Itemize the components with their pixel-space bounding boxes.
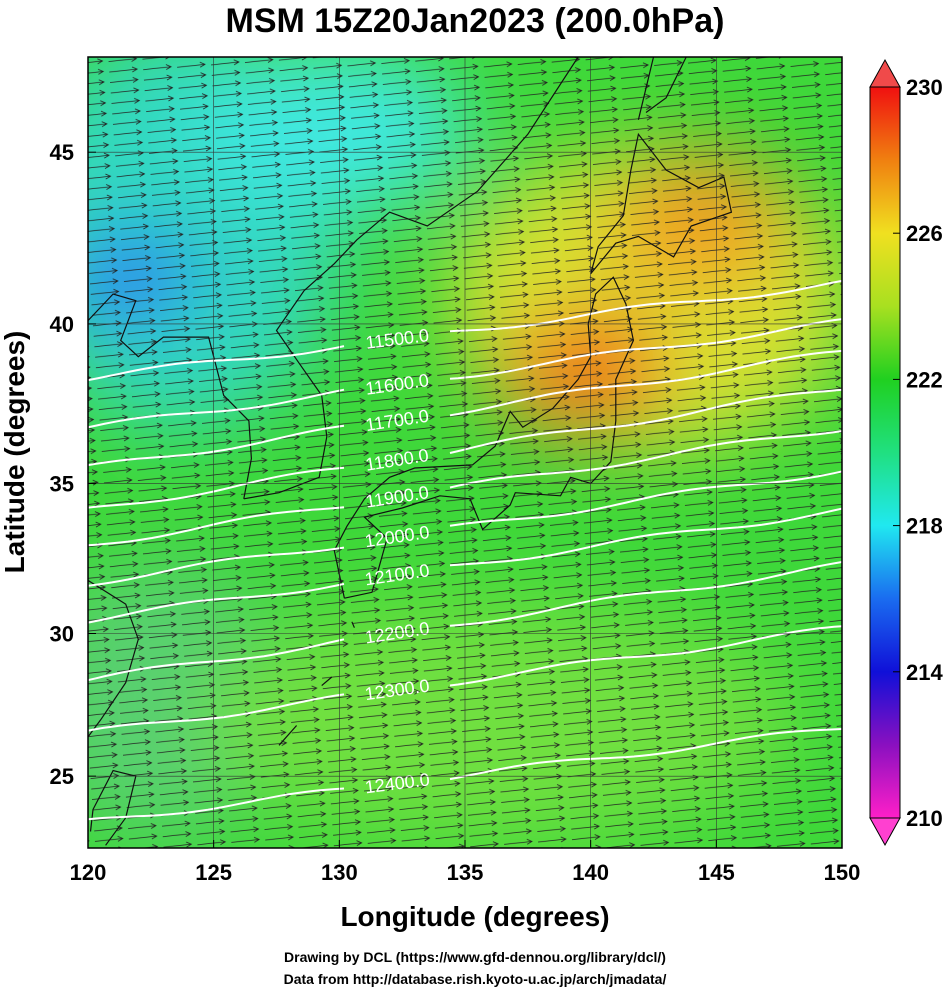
coastline bbox=[88, 579, 139, 738]
contour-line bbox=[88, 430, 842, 547]
colorbar-tick-label: 218 bbox=[906, 514, 943, 539]
coastline bbox=[351, 621, 355, 628]
colorbar-tick-label: 210 bbox=[906, 806, 943, 831]
y-tick-label: 45 bbox=[50, 140, 74, 165]
coastline bbox=[321, 676, 333, 687]
contour-line bbox=[88, 279, 842, 382]
x-tick-label: 120 bbox=[70, 860, 107, 885]
colorbar-tick-label: 226 bbox=[906, 221, 943, 246]
colorbar-tick-label: 222 bbox=[906, 367, 943, 392]
title: MSM 15Z20Jan2023 (200.0hPa) bbox=[226, 2, 725, 40]
coastline bbox=[278, 725, 298, 746]
x-tick-label: 145 bbox=[698, 860, 735, 885]
colorbar bbox=[869, 86, 901, 819]
footer-line: Drawing by DCL (https://www.gfd-dennou.o… bbox=[284, 949, 666, 965]
y-tick-label: 40 bbox=[50, 312, 74, 337]
coastline bbox=[637, 57, 655, 120]
x-tick-label: 140 bbox=[572, 860, 609, 885]
contour-line bbox=[88, 388, 842, 509]
colorbar-tick-label: 214 bbox=[906, 660, 943, 685]
coastline bbox=[333, 276, 635, 599]
colorbar-extend-top bbox=[869, 58, 901, 88]
x-tick-label: 130 bbox=[321, 860, 358, 885]
coastline bbox=[645, 57, 687, 113]
contour-line bbox=[88, 507, 842, 624]
contour-line bbox=[88, 625, 842, 732]
x-tick-label: 150 bbox=[824, 860, 861, 885]
coastline bbox=[88, 293, 253, 499]
y-axis-label: Latitude (degrees) bbox=[0, 331, 30, 574]
y-tick-label: 35 bbox=[50, 471, 74, 496]
contour-line bbox=[88, 470, 842, 587]
coastline bbox=[89, 769, 137, 846]
contour-line bbox=[88, 728, 842, 821]
colorbar-extend-bottom bbox=[869, 817, 901, 847]
contour-line bbox=[88, 349, 842, 467]
contour-line bbox=[88, 561, 842, 682]
y-tick-label: 30 bbox=[50, 622, 74, 647]
colorbar-tick-label: 230 bbox=[906, 75, 943, 100]
x-tick-label: 125 bbox=[195, 860, 232, 885]
footer-line: Data from http://database.rish.kyoto-u.a… bbox=[284, 971, 667, 987]
y-tick-label: 25 bbox=[50, 764, 74, 789]
coastline bbox=[243, 57, 579, 500]
coastline bbox=[590, 132, 733, 275]
x-axis-label: Longitude (degrees) bbox=[340, 901, 609, 932]
field: 11500.011600.011700.011800.011900.012000… bbox=[88, 57, 842, 848]
contour-line bbox=[88, 318, 842, 429]
x-tick-label: 135 bbox=[447, 860, 484, 885]
